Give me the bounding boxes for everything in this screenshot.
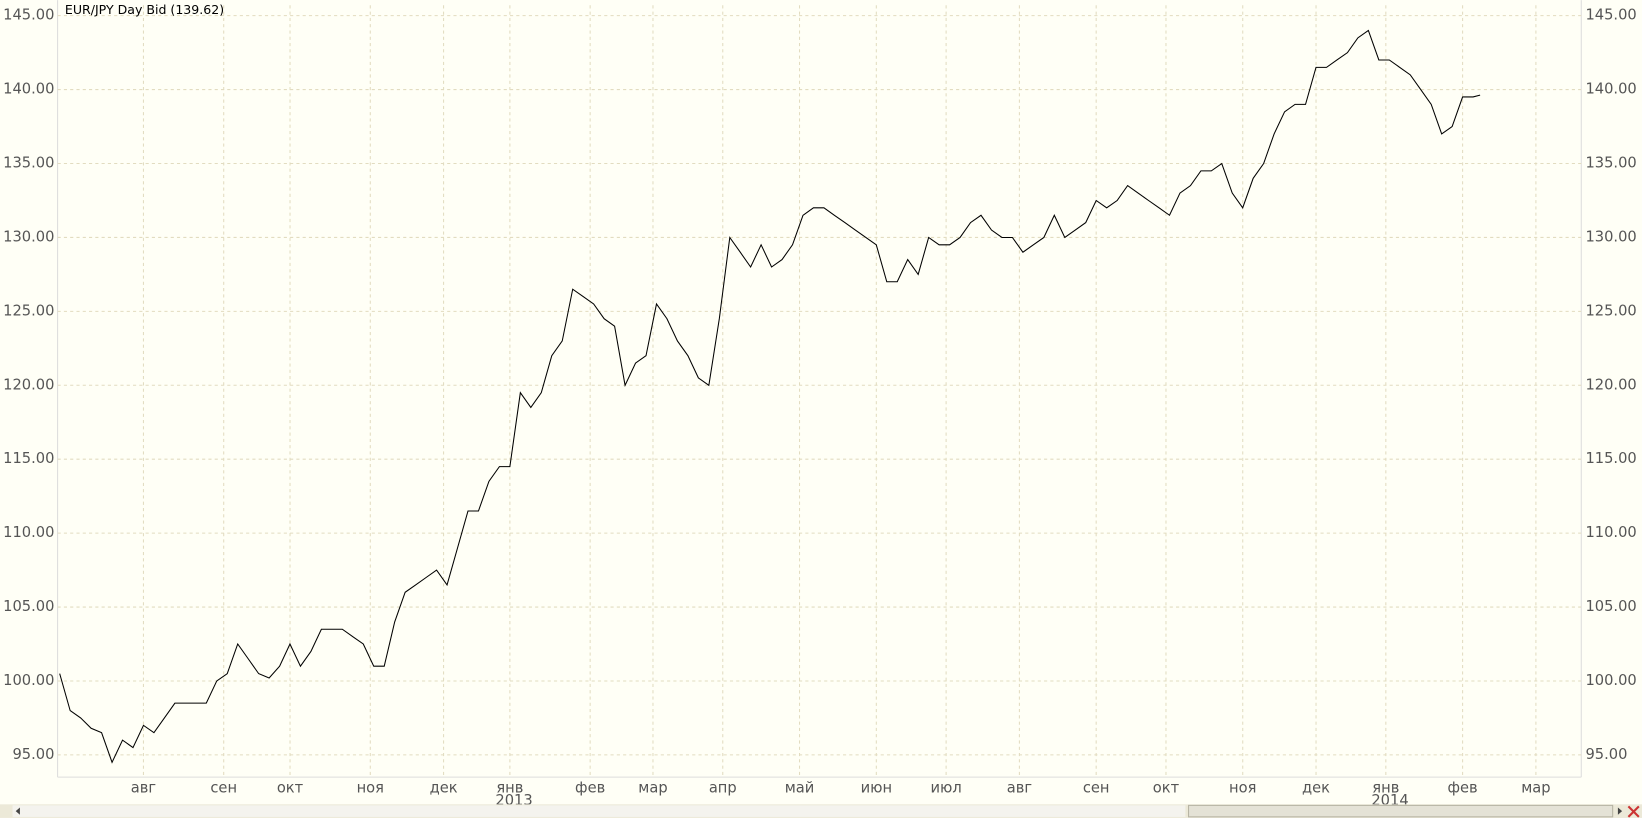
scrollbar-thumb[interactable] xyxy=(1188,804,1614,818)
x-tick-label: янв xyxy=(496,780,523,797)
y2-tick-label: 100.00 xyxy=(1585,672,1636,689)
x-tick-label: фев xyxy=(575,780,605,797)
scroll-right[interactable] xyxy=(1617,807,1623,815)
y2-tick-label: 95.00 xyxy=(1585,746,1627,763)
y2-tick-label: 130.00 xyxy=(1585,228,1636,245)
x-tick-label: май xyxy=(785,780,815,797)
y-tick-label: 115.00 xyxy=(3,450,54,467)
x-tick-label: янв xyxy=(1372,780,1399,797)
y-tick-label: 95.00 xyxy=(12,746,54,763)
y2-tick-label: 120.00 xyxy=(1585,376,1636,393)
x-tick-label: апр xyxy=(709,780,737,797)
y2-tick-label: 110.00 xyxy=(1585,524,1636,541)
scrollbar-track xyxy=(12,805,1186,817)
y-tick-label: 130.00 xyxy=(3,228,54,245)
x-tick-label: авг xyxy=(1007,780,1032,797)
y-tick-label: 125.00 xyxy=(3,302,54,319)
x-tick-label: авг xyxy=(131,780,156,797)
price-line xyxy=(59,29,1481,764)
x-tick-label: дек xyxy=(430,780,458,797)
y2-tick-label: 105.00 xyxy=(1585,598,1636,615)
chart-title: EUR/JPY Day Bid (139.62) xyxy=(65,2,224,17)
y-tick-label: 105.00 xyxy=(3,598,54,615)
y2-tick-label: 125.00 xyxy=(1585,302,1636,319)
scroll-left[interactable] xyxy=(15,807,20,815)
plot xyxy=(59,29,1481,764)
y-tick-label: 110.00 xyxy=(3,524,54,541)
x-tick-label: сен xyxy=(1083,780,1110,797)
y2-tick-label: 140.00 xyxy=(1585,81,1636,98)
x-tick-label: окт xyxy=(277,780,304,797)
y2-tick-label: 135.00 xyxy=(1585,155,1636,172)
close-icon[interactable] xyxy=(1627,805,1640,818)
x-tick-label: мар xyxy=(1521,780,1550,797)
x-tick-label: фев xyxy=(1448,780,1478,797)
x-tick-label: сен xyxy=(210,780,237,797)
y-tick-label: 135.00 xyxy=(3,155,54,172)
x-tick-label: дек xyxy=(1302,780,1330,797)
x-tick-label: ноя xyxy=(357,780,384,797)
grid xyxy=(57,5,1582,778)
x-tick-label: июл xyxy=(930,780,961,797)
axis-labels: 95.00 95.00 100.00 100.00 105.00 105.00 110.00… xyxy=(3,7,1637,810)
y2-tick-label: 115.00 xyxy=(1585,450,1636,467)
y2-tick-label: 145.00 xyxy=(1585,7,1636,24)
x-tick-label: окт xyxy=(1153,780,1180,797)
x-tick-label: июн xyxy=(861,780,892,797)
y-tick-label: 145.00 xyxy=(3,7,54,24)
x-tick-label: ноя xyxy=(1229,780,1256,797)
y-tick-label: 140.00 xyxy=(3,81,54,98)
x-tick-label: мар xyxy=(638,780,667,797)
y-tick-label: 100.00 xyxy=(3,672,54,689)
y-tick-label: 120.00 xyxy=(3,376,54,393)
